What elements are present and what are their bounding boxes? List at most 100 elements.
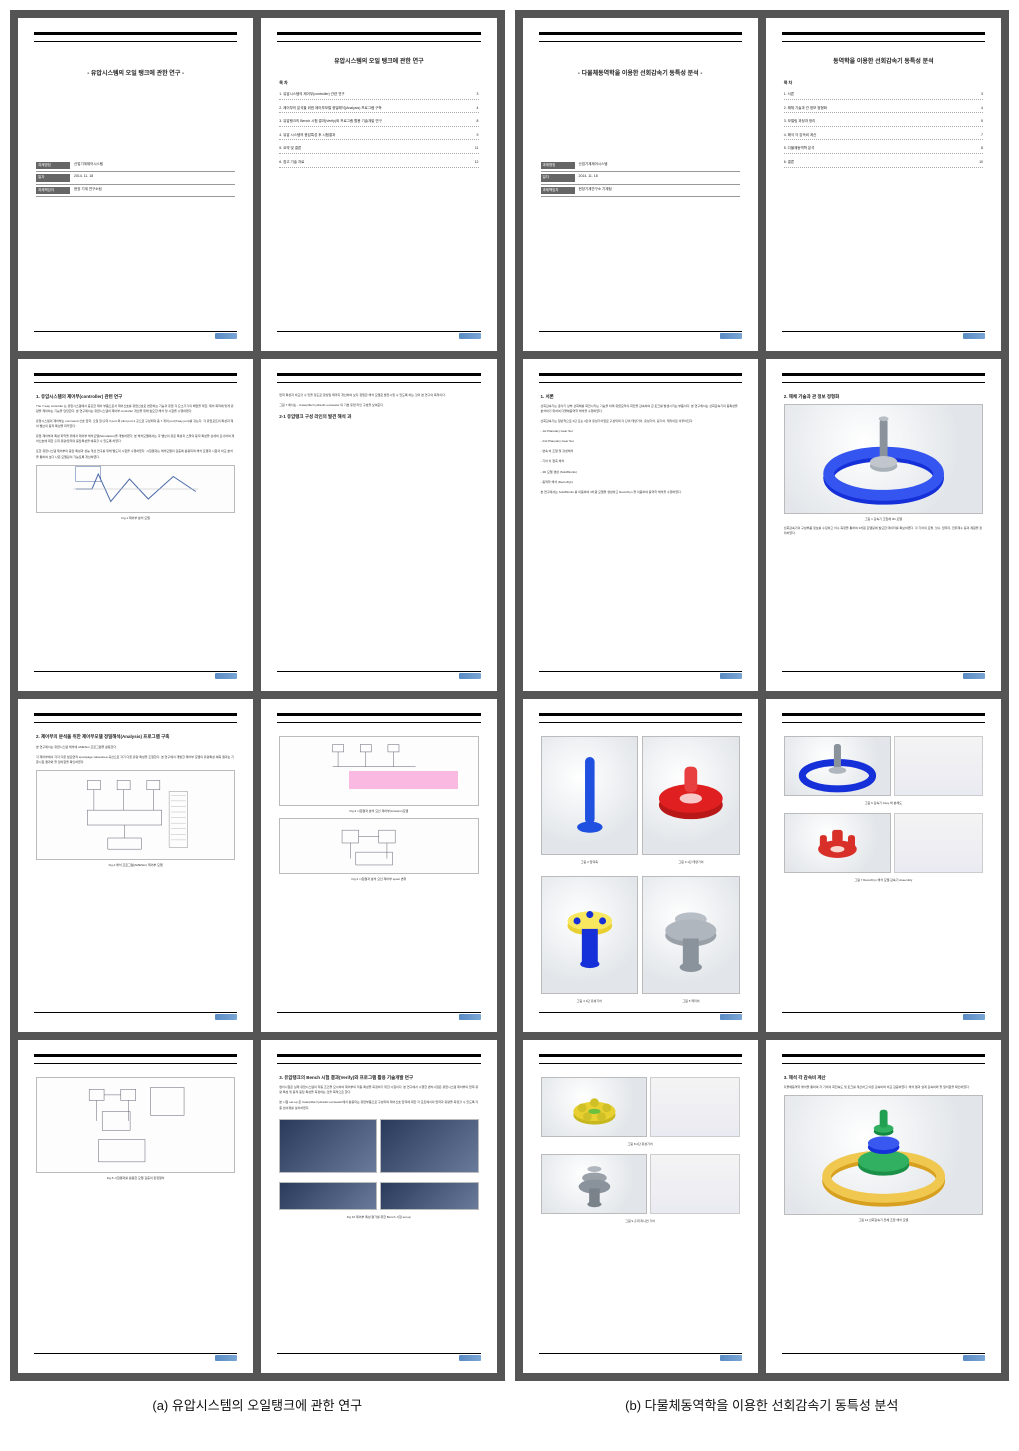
meta-row: 일자2014. 11. 18: [541, 172, 740, 185]
page-a1-cover: - 유압시스템의 오일 탱크에 관한 연구 - 과제명칭산업기계제어시스템 일자…: [18, 18, 253, 351]
meta-row: 과제명칭산업기계제어시스템: [36, 160, 235, 173]
page-footer: [539, 671, 742, 679]
figure-3d-render: [784, 404, 983, 514]
figure-schematic: [279, 736, 478, 806]
cover-meta: 과제명칭산업기계제어시스템 일자2014. 11. 18 과제책임자현장기계연구…: [541, 160, 740, 198]
paragraph: 또한 유압시스템 제어부의 응답 특성과 성능 개선 연구를 위해 별도의 시험…: [36, 449, 235, 459]
toc-title: 동역학을 이용한 선회감속기 동특성 분석: [784, 58, 983, 68]
page-footer: [277, 1353, 480, 1361]
paragraph: 압력 특성과 비교할 수 있을 정도로 향상될 때까지 개선하여 보다 정밀한 …: [279, 393, 478, 398]
page-b7: 그림 8 2단 유성기어 그: [523, 1040, 758, 1373]
footer-logo-icon: [963, 1355, 985, 1361]
figure-photo: [279, 1182, 377, 1210]
paragraph: 본 연구에서는 유압시스템 해석에 AMESim 프로그램을 활용한다.: [36, 745, 235, 750]
paragraph: 그림 7 에서는 - Caterpillar hydraulic excavat…: [279, 403, 478, 408]
page-footer: [782, 1353, 985, 1361]
meta-row: 과제책임자현장기계연구소 기계팀: [541, 185, 740, 198]
figure-schematic: [36, 1077, 235, 1173]
page-b3: 1. 서론 선회감속기는 굴삭기 상부 선회체를 회전시키는 기능을 하며 유압…: [523, 359, 758, 692]
toc-item: 1. 서론3: [784, 92, 983, 100]
page-header: [782, 373, 985, 383]
page-a6: Fig.3 시험결과 분석 요인 제어부(Amesim)모델 Fig.4 시험결…: [261, 699, 496, 1032]
grid-b: - 다물체동역학을 이용한 선회감속기 동특성 분석 - 과제명칭산업기계제어시…: [515, 10, 1010, 1381]
toc-item: 6. 참고 기술 자료12: [279, 160, 478, 168]
toc-item: 3. 유압탱크의 Bench 시험 결과(Verify)와 프로그램 활용 기술…: [279, 119, 478, 127]
figure-caption: 그림 7 RecurDyn 해석 모델 감속기 Assembly: [784, 878, 983, 883]
page-b5: 그림 2 입력축 그림 3 1단 태양기: [523, 699, 758, 1032]
figure-caption: 그림 4 1단 유성기어: [541, 999, 639, 1004]
page-footer: [34, 1012, 237, 1020]
page-header: [539, 1054, 742, 1064]
footer-logo-icon: [963, 1014, 985, 1020]
page-header: [277, 1054, 480, 1064]
page-header: [782, 713, 985, 723]
meta-row: 일자2014. 11. 18: [36, 172, 235, 185]
page-b2-toc: 동역학을 이용한 선회감속기 동특성 분석 목 차 1. 서론3 2. 해체 기…: [766, 18, 1001, 351]
footer-logo-icon: [963, 333, 985, 339]
page-header: [34, 1054, 237, 1064]
list-item: - 2nd Planetary Gear Set: [541, 439, 740, 444]
paragraph: 본 연구에서는 SolidWorks 를 이용하여 3차원 모델을 생성하고 R…: [541, 490, 740, 495]
subfigure-caption-a: (a) 유압시스템의 오일탱크에 관한 연구: [10, 1387, 505, 1418]
list-item: - 동역학 해석 (RecurDyn): [541, 480, 740, 485]
toc-label: 목 차: [279, 80, 478, 86]
figure-caption: 그림 8 2단 유성기어: [541, 1142, 740, 1147]
toc-item: 6. 결론10: [784, 160, 983, 168]
paragraph: The 7-way controller 는 유압시스템에서 중요한 제어 부품…: [36, 404, 235, 414]
figure-caption: Fig.4 시험결과 분석 요인 제어부 spool 변위: [279, 877, 478, 882]
page-a5: 2. 제어부의 분석을 위한 제어부모델 정밀해석(Analysis) 프로그램…: [18, 699, 253, 1032]
page-footer: [277, 1012, 480, 1020]
page-header: [34, 713, 237, 723]
page-a7: Fig.5 시험결과를 활용한 모델 검증의 판정절차: [18, 1040, 253, 1373]
page-b6: 그림 6 감속기 Assy 와 분해도: [766, 699, 1001, 1032]
figure-wrap: - 유압시스템의 오일 탱크에 관한 연구 - 과제명칭산업기계제어시스템 일자…: [10, 10, 1009, 1418]
toc-item: 1. 유압시스템의 제어부(controller) 관련 연구3: [279, 92, 478, 100]
page-footer: [34, 671, 237, 679]
subfigure-caption-b: (b) 다물체동역학을 이용한 선회감속기 동특성 분석: [515, 1387, 1010, 1418]
paragraph: 선회감속기는 일반적으로 2단 또는 3단의 유성기어열로 구성되며 각 단의 …: [541, 419, 740, 424]
page-header: [277, 373, 480, 383]
cover-meta: 과제명칭산업기계제어시스템 일자2014. 11. 18 과제책임자현장 기계 …: [36, 160, 235, 198]
page-header: [539, 713, 742, 723]
page-header: [34, 373, 237, 383]
page-footer: [782, 331, 985, 339]
figure-schematic: [36, 770, 235, 860]
page-footer: [539, 1353, 742, 1361]
list-item: - 기어 치 접촉 해석: [541, 459, 740, 464]
figure-3d-part: [541, 736, 639, 855]
figure-caption: 그림 9 출력 피니언 기어: [541, 1219, 740, 1224]
page-footer: [539, 1012, 742, 1020]
footer-logo-icon: [459, 333, 481, 339]
figure-3d-part: [642, 736, 740, 855]
footer-logo-icon: [459, 1355, 481, 1361]
figure-screenshot: [650, 1077, 739, 1137]
column-a: - 유압시스템의 오일 탱크에 관한 연구 - 과제명칭산업기계제어시스템 일자…: [10, 10, 505, 1418]
figure-caption: 그림 6 감속기 Assy 와 분해도: [784, 801, 983, 806]
paragraph: 유압시스템의 제어부는 command 신호 입력, 오일 입/출력 3 por…: [36, 419, 235, 429]
toc-item: 2. 제어부의 분석을 위한 제어부모델 정밀해석(Analysis) 프로그램…: [279, 106, 478, 114]
list-item: - 변속 비 조절 및 강성해석: [541, 449, 740, 454]
footer-logo-icon: [963, 673, 985, 679]
toc-item: 4. 유압 시스템의 응답특성 후 시험결과9: [279, 133, 478, 141]
figure-3d-render: [784, 1095, 983, 1215]
figure-screenshot: [894, 736, 983, 796]
paragraph: 선회감속기의 구성부품 정보를 수집하고 치수 측정을 통하여 3차원 모델링에…: [784, 526, 983, 536]
figure-caption: Fig.5 시험결과를 활용한 모델 검증의 판정절차: [36, 1176, 235, 1181]
section-heading: 2. 해체 기술과 관 정보 정형화: [784, 393, 983, 400]
page-a8: 3. 유압탱크의 Bench 시험 결과(Verify)와 프로그램 활용 기술…: [261, 1040, 496, 1373]
figure-caption: Fig.2 해석 프로그램(AMESim) 제어부 모델: [36, 863, 235, 868]
toc-label: 목 차: [784, 80, 983, 86]
figure-photo: [380, 1182, 478, 1210]
page-header: [277, 32, 480, 42]
footer-logo-icon: [215, 1014, 237, 1020]
footer-logo-icon: [215, 673, 237, 679]
subsection-heading: 2-1 유압탱크 구성 라인의 발견 해석 과: [279, 413, 478, 420]
toc-item: 2. 해체 기술과 관 정보 정형화4: [784, 106, 983, 114]
page-header: [782, 1054, 985, 1064]
figure-3d-render: [541, 1154, 648, 1214]
column-b: - 다물체동역학을 이용한 선회감속기 동특성 분석 - 과제명칭산업기계제어시…: [515, 10, 1010, 1418]
figure-schematic: [279, 818, 478, 874]
figure-caption: 그림 3 1단 태양기어: [642, 860, 740, 865]
figure-caption: Fig.10 제어부 특성 평가를 위한 Bench 시험 set-up: [279, 1215, 478, 1220]
figure-3d-part: [642, 876, 740, 995]
